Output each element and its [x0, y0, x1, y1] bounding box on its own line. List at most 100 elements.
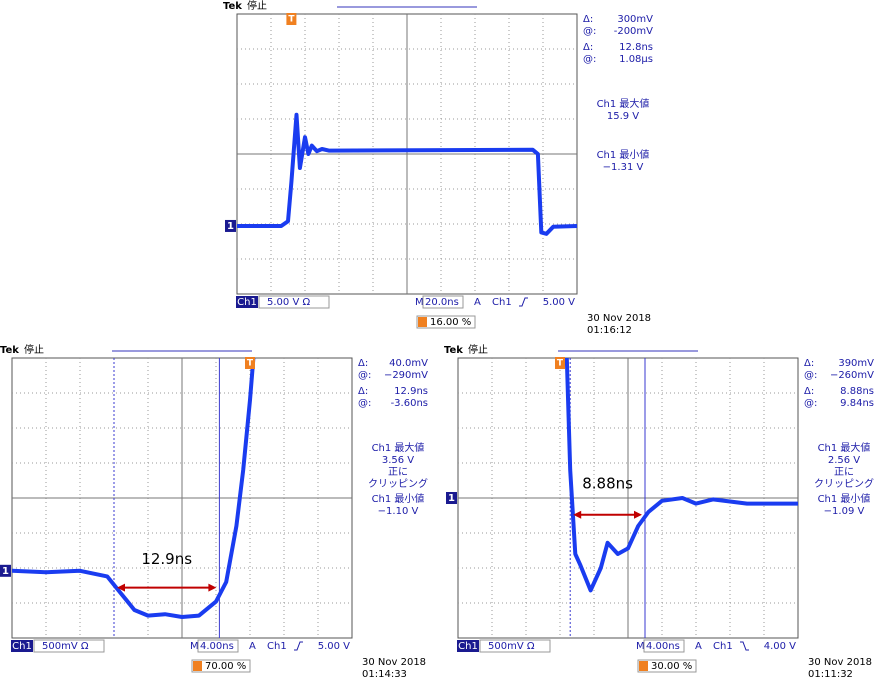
- channel-box: [457, 640, 479, 652]
- scale-box: [479, 639, 551, 653]
- measurement: Ch1 最大値: [597, 97, 650, 110]
- readout-label: Δ:: [358, 386, 368, 397]
- channel-marker: 1: [448, 493, 455, 504]
- trigger-level: 5.00 V: [543, 297, 575, 308]
- acquisition-state: 停止: [468, 343, 488, 356]
- annotation: 8.88ns: [582, 475, 633, 493]
- slope-icon: [519, 297, 528, 307]
- timebase-box: [422, 295, 464, 309]
- acquisition-state: 停止: [247, 0, 267, 12]
- scale-box: [33, 639, 105, 653]
- readout-label: @:: [804, 370, 817, 381]
- oscilloscope-screen: Tek 停止 8.88ns T 1 Δ: 390mV @: −260mV Δ: 8.88ns @: 9.…: [444, 343, 874, 680]
- annotation: 12.9ns: [141, 550, 192, 568]
- measurement: Ch1 最小値: [372, 492, 425, 505]
- measurement: 2.56 V: [828, 455, 860, 466]
- channel-box: [236, 296, 258, 308]
- channel: Ch1: [12, 641, 32, 652]
- measurement: 正に: [388, 466, 408, 478]
- timebase-box: [643, 639, 685, 653]
- readout-label: Δ:: [583, 14, 593, 25]
- trigger-position-icon: [639, 661, 648, 671]
- channel: Ch1: [237, 297, 257, 308]
- trigger-position-icon: [193, 661, 202, 671]
- date: 30 Nov 2018: [808, 657, 872, 668]
- scale: 500mV Ω: [488, 641, 535, 652]
- timebase-label: M: [636, 641, 645, 652]
- channel-marker-box: [225, 219, 236, 232]
- timebase: 20.0ns: [425, 297, 459, 308]
- readout-label: @:: [358, 398, 371, 409]
- trigger-marker: T: [557, 359, 564, 369]
- readout-value: −260mV: [830, 370, 874, 381]
- readout-value: -3.60ns: [391, 398, 428, 409]
- timebase-label: M: [190, 641, 199, 652]
- trigger-marker: T: [288, 15, 295, 25]
- timebase: 4.00ns: [200, 641, 234, 652]
- trigger-label: A: [249, 641, 256, 652]
- brand: Tek: [444, 345, 463, 356]
- trigger-level: 4.00 V: [764, 641, 796, 652]
- readout-label: Δ:: [804, 358, 814, 369]
- readout-label: @:: [358, 370, 371, 381]
- scale: 500mV Ω: [42, 641, 89, 652]
- measurement: Ch1 最大値: [372, 441, 425, 454]
- trigger-marker-box: [286, 13, 297, 25]
- readout-value: 300mV: [617, 14, 653, 25]
- trigger-position-box: [416, 315, 476, 329]
- date: 30 Nov 2018: [362, 657, 426, 668]
- readout-value: 12.9ns: [394, 386, 428, 397]
- waveform: [237, 112, 578, 236]
- readout-label: @:: [583, 26, 596, 37]
- measurement: −1.31 V: [603, 162, 644, 173]
- scale: 5.00 V Ω: [267, 297, 310, 308]
- measurement: Ch1 最大値: [818, 441, 871, 454]
- waveform: [564, 357, 798, 593]
- measurement: −1.10 V: [378, 506, 419, 517]
- waveform: [11, 357, 256, 619]
- readout-label: Δ:: [583, 42, 593, 53]
- time: 01:11:32: [808, 669, 853, 680]
- channel: Ch1: [458, 641, 478, 652]
- trigger-source: Ch1: [267, 641, 287, 652]
- readout-value: 12.8ns: [619, 42, 653, 53]
- measurement: −1.09 V: [824, 506, 865, 517]
- readout-label: Δ:: [804, 386, 814, 397]
- measurement: Ch1 最小値: [597, 148, 650, 161]
- readout-value: −290mV: [384, 370, 428, 381]
- readout-label: Δ:: [358, 358, 368, 369]
- trigger-source: Ch1: [492, 297, 512, 308]
- timebase-box: [197, 639, 239, 653]
- readout-value: 9.84ns: [840, 398, 874, 409]
- trigger-position-icon: [418, 317, 427, 327]
- channel-box: [11, 640, 33, 652]
- readout-value: 1.08µs: [619, 54, 653, 65]
- trigger-label: A: [474, 297, 481, 308]
- readout-value: 8.88ns: [840, 386, 874, 397]
- trigger-marker: T: [247, 359, 254, 369]
- scale-box: [258, 295, 330, 309]
- readout-value: 390mV: [838, 358, 874, 369]
- trigger-position-box: [637, 659, 697, 673]
- trigger-source: Ch1: [713, 641, 733, 652]
- readout-value: 40.0mV: [389, 358, 428, 369]
- readout-label: @:: [583, 54, 596, 65]
- acquisition-state: 停止: [24, 343, 44, 356]
- measurement: クリッピング: [368, 477, 428, 490]
- measurement: 正に: [834, 466, 854, 478]
- time: 01:14:33: [362, 669, 407, 680]
- timebase: 4.00ns: [646, 641, 680, 652]
- timebase-label: M: [415, 297, 424, 308]
- slope-icon: [740, 641, 749, 651]
- brand: Tek: [223, 1, 242, 12]
- trigger-marker-box: [555, 357, 565, 369]
- readout-label: @:: [804, 398, 817, 409]
- oscilloscope-screen: Tek 停止 12.9ns T 1 Δ: 40.0mV @: −290mV Δ: 12.9ns @: -…: [0, 343, 428, 680]
- trigger-position: 30.00 %: [651, 661, 692, 672]
- trigger-level: 5.00 V: [318, 641, 350, 652]
- trigger-marker-box: [245, 357, 255, 369]
- readout-value: -200mV: [614, 26, 653, 37]
- channel-marker: 1: [2, 566, 9, 577]
- channel-marker: 1: [227, 221, 234, 232]
